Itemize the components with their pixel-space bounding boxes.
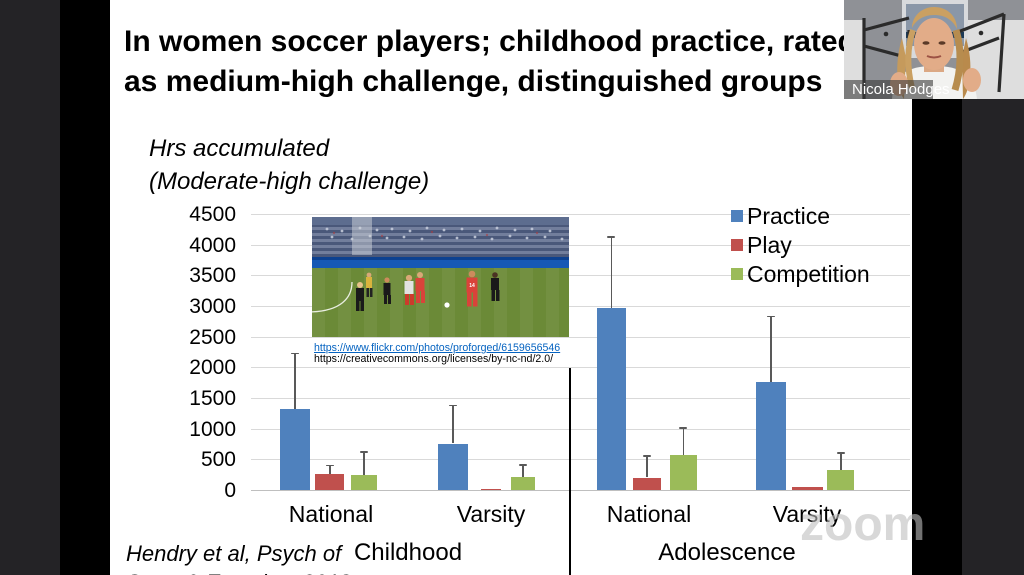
svg-text:14: 14 — [469, 283, 475, 289]
